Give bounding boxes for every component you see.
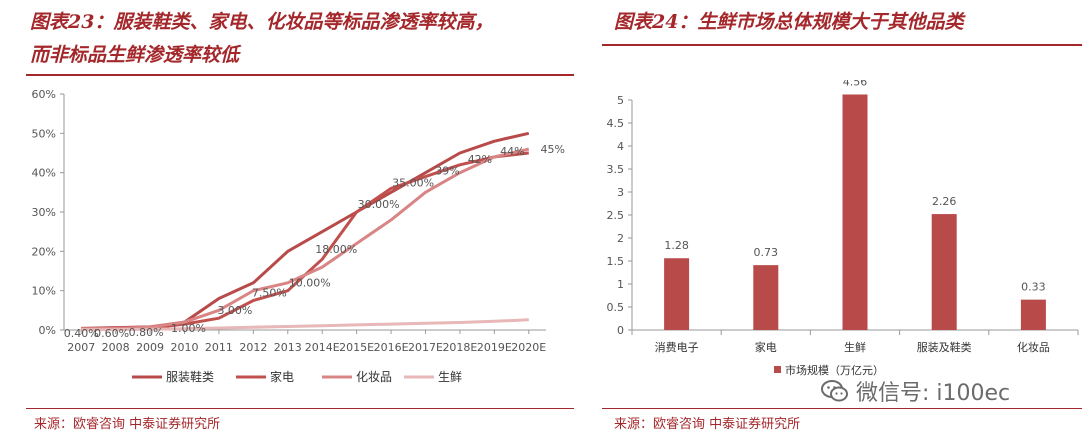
- legend-label: 市场规模（万亿元）: [785, 363, 884, 377]
- bar-value-label: 1.28: [664, 239, 689, 252]
- bar-chart: 0 0.5 1 1.5 2 2.5 3 3.5 4 4.5 5 1.28 消费电子 0.73 家电 4.56 生…: [607, 80, 1079, 377]
- bar: [842, 94, 868, 330]
- y-tick-label: 5: [617, 94, 624, 107]
- left-title-line1: 图表23：服装鞋类、家电、化妆品等标品渗透率较高，: [30, 11, 494, 33]
- x-tick-label: 2009: [136, 341, 164, 354]
- legend-label-3: 生鲜: [438, 370, 462, 384]
- bar: [1020, 299, 1046, 330]
- legend-label-1: 家电: [270, 369, 294, 384]
- x-tick-label: 化妆品: [1017, 340, 1050, 354]
- y-tick-label: 2: [617, 232, 624, 245]
- x-tick-label: 家电: [755, 340, 777, 354]
- y-tick-label: 0%: [39, 324, 56, 337]
- data-label: 18.00%: [315, 243, 357, 256]
- bar-value-label: 0.73: [754, 246, 779, 259]
- left-figure-title: 图表23：服装鞋类、家电、化妆品等标品渗透率较高， 而非标品生鲜渗透率较低: [30, 6, 570, 72]
- data-label: 30.00%: [358, 198, 400, 211]
- x-tick-label: 2018E: [442, 341, 477, 354]
- right-source-note: 来源：欧睿咨询 中泰证券研究所: [614, 417, 801, 432]
- right-title-rule: [602, 44, 1082, 46]
- y-tick-label: 1.5: [607, 255, 625, 268]
- x-tick-label: 生鲜: [844, 340, 866, 354]
- series-line-0: [81, 131, 530, 330]
- data-label: 10.00%: [289, 277, 331, 290]
- y-tick-label: 0.5: [607, 301, 625, 314]
- series-line-2: [81, 147, 530, 331]
- left-source-rule: [26, 408, 574, 409]
- y-tick-label: 0: [617, 324, 624, 337]
- left-title-rule: [26, 74, 574, 76]
- y-tick-label: 50%: [32, 127, 56, 140]
- data-label: 0.60%: [94, 327, 129, 340]
- right-figure-title: 图表24：生鲜市场总体规模大于其他品类: [614, 11, 964, 33]
- left-title-line2: 而非标品生鲜渗透率较低: [30, 44, 240, 66]
- data-label: 44%: [500, 145, 524, 158]
- x-tick-label: 2008: [102, 341, 130, 354]
- data-label: 39%: [435, 165, 459, 178]
- x-tick-label: 2012: [239, 341, 267, 354]
- data-label: 1.00%: [171, 322, 206, 335]
- x-tick-label: 2016E: [374, 341, 409, 354]
- x-tick-label: 2020E: [511, 341, 546, 354]
- x-tick-label: 2007: [67, 341, 95, 354]
- y-tick-label: 40%: [32, 167, 56, 180]
- x-tick-label: 2014E: [305, 341, 340, 354]
- data-label: 3.00%: [217, 304, 252, 317]
- left-source-note: 来源：欧睿咨询 中泰证券研究所: [34, 417, 221, 432]
- data-label: 0.80%: [129, 326, 164, 339]
- data-label: 42%: [468, 153, 492, 166]
- data-label: 7.50%: [252, 287, 287, 300]
- x-tick-label: 2010: [171, 341, 199, 354]
- y-tick-label: 4: [617, 140, 624, 153]
- x-tick-label: 服装及鞋类: [917, 340, 972, 354]
- data-label: 0.40%: [64, 327, 99, 340]
- bar-value-label: 0.33: [1021, 281, 1046, 294]
- x-tick-label: 2019E: [477, 341, 512, 354]
- legend-label-0: 服装鞋类: [166, 369, 214, 384]
- x-tick-label: 2017E: [408, 341, 443, 354]
- bar-value-label: 4.56: [843, 80, 868, 88]
- y-tick-label: 10%: [32, 285, 56, 298]
- x-tick-label: 2013: [274, 341, 302, 354]
- bar: [664, 258, 690, 330]
- legend-label-2: 化妆品: [356, 370, 392, 384]
- right-source-rule: [602, 408, 1082, 409]
- bar: [753, 265, 779, 330]
- y-tick-label: 1: [617, 278, 624, 291]
- y-tick-label: 4.5: [607, 117, 625, 130]
- x-tick-label: 2015E: [339, 341, 374, 354]
- bar: [931, 214, 957, 330]
- x-tick-label: 消费电子: [655, 340, 699, 354]
- wechat-icon: [821, 380, 848, 402]
- y-tick-label: 30%: [32, 206, 56, 219]
- y-tick-label: 20%: [32, 245, 56, 258]
- y-tick-label: 60%: [32, 88, 56, 101]
- bar-value-label: 2.26: [932, 195, 957, 208]
- legend-swatch: [774, 366, 781, 373]
- data-label: 45%: [541, 143, 565, 156]
- y-tick-label: 2.5: [607, 209, 625, 222]
- line-chart: 0% 10% 20% 30% 40% 50% 60% 2007 2008 2009 2010 2011…: [32, 88, 565, 384]
- y-tick-label: 3: [617, 186, 624, 199]
- data-label: 35.00%: [392, 176, 434, 189]
- watermark: 微信号: i100ec: [820, 374, 1080, 408]
- left-figure-panel: 图表23：服装鞋类、家电、化妆品等标品渗透率较高， 而非标品生鲜渗透率较低 0%…: [26, 6, 574, 432]
- right-figure-panel: 图表24：生鲜市场总体规模大于其他品类 0 0.5 1 1.5 2 2.5 3 3.5 4 4.5…: [598, 0, 1089, 439]
- y-tick-label: 3.5: [607, 163, 625, 176]
- series-line-3: [81, 318, 529, 332]
- watermark-text: 微信号: i100ec: [856, 381, 1011, 406]
- x-tick-label: 2011: [205, 341, 233, 354]
